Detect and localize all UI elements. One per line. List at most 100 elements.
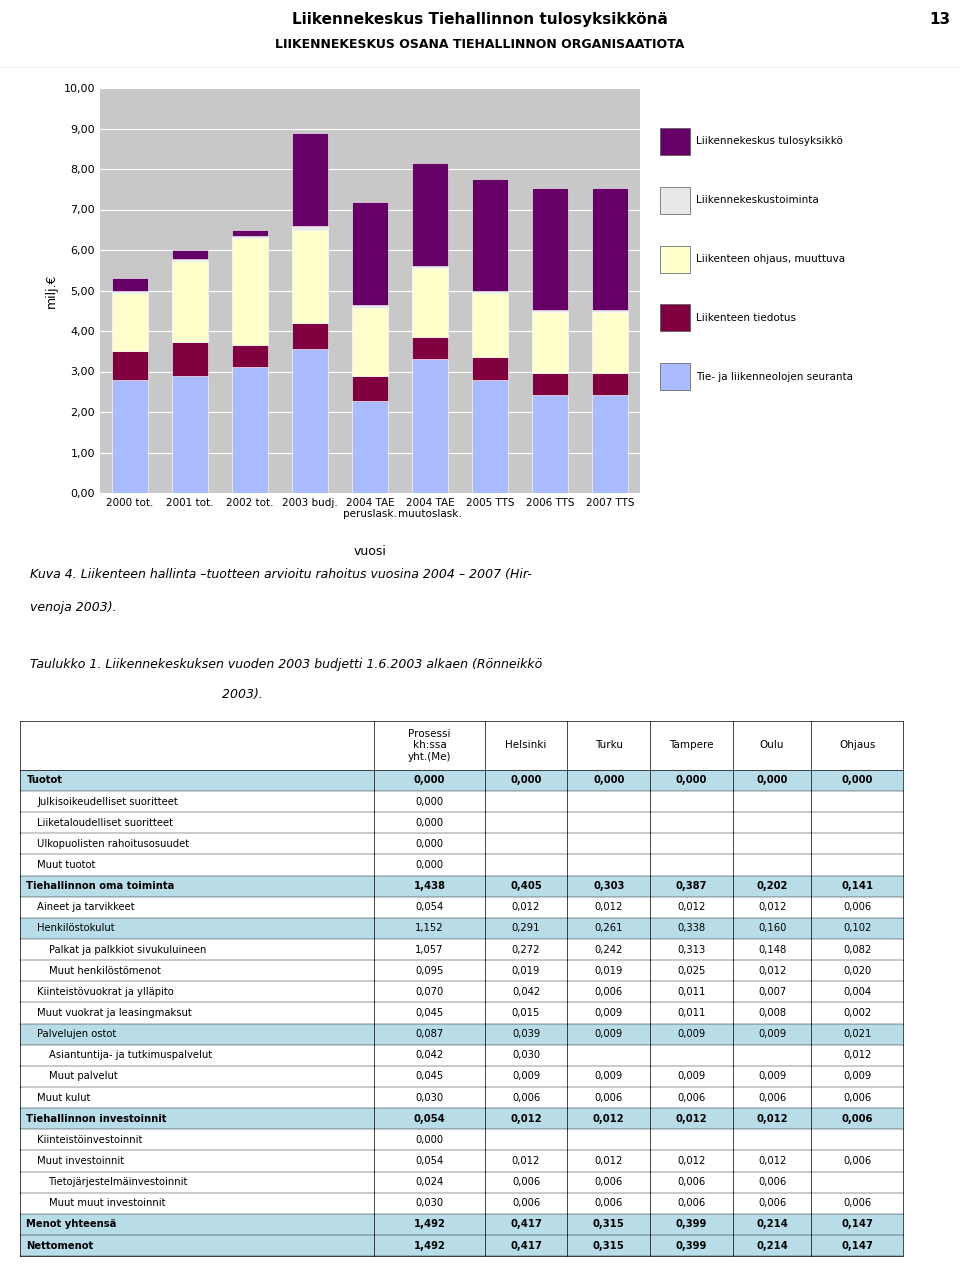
Text: 0,011: 0,011	[678, 987, 706, 997]
Text: Tie- ja liikenneolojen seuranta: Tie- ja liikenneolojen seuranta	[696, 372, 853, 382]
Text: Turku: Turku	[595, 740, 623, 750]
Text: 0,019: 0,019	[512, 966, 540, 976]
Text: Liikenteen tiedotus: Liikenteen tiedotus	[696, 313, 796, 322]
Text: Muut palvelut: Muut palvelut	[49, 1071, 117, 1081]
Text: 0,000: 0,000	[416, 797, 444, 807]
Text: 0,006: 0,006	[843, 1156, 872, 1166]
Text: 0,000: 0,000	[416, 839, 444, 849]
Bar	[20, 854, 903, 876]
Text: 0,000: 0,000	[593, 775, 625, 786]
Bar	[660, 363, 690, 390]
Text: 0,009: 0,009	[758, 1029, 786, 1039]
Text: 0,006: 0,006	[594, 1178, 623, 1188]
Text: Tietojärjestelmäinvestoinnit: Tietojärjestelmäinvestoinnit	[49, 1178, 188, 1188]
Text: 0,006: 0,006	[512, 1178, 540, 1188]
Text: 0,007: 0,007	[758, 987, 786, 997]
Text: 0,021: 0,021	[843, 1029, 872, 1039]
Text: 0,011: 0,011	[678, 1008, 706, 1018]
Text: Muut muut investoinnit: Muut muut investoinnit	[49, 1198, 165, 1208]
Text: Kiinteistöinvestoinnit: Kiinteistöinvestoinnit	[37, 1134, 143, 1145]
Text: Kiinteistövuokrat ja ylläpito: Kiinteistövuokrat ja ylläpito	[37, 987, 174, 997]
Text: Julkisoikeudelliset suoritteet: Julkisoikeudelliset suoritteet	[37, 797, 179, 807]
Bar	[20, 721, 903, 770]
Text: Muut investoinnit: Muut investoinnit	[37, 1156, 125, 1166]
Bar	[660, 305, 690, 331]
Text: 0,012: 0,012	[757, 902, 786, 912]
Text: 0,291: 0,291	[512, 924, 540, 934]
Text: 0,147: 0,147	[841, 1241, 874, 1250]
Text: 0,147: 0,147	[841, 1220, 874, 1230]
Text: 0,000: 0,000	[416, 817, 444, 827]
Text: 0,141: 0,141	[841, 881, 874, 891]
Text: 0,012: 0,012	[593, 1114, 625, 1124]
Text: 0,012: 0,012	[678, 902, 706, 912]
Text: 0,054: 0,054	[416, 902, 444, 912]
Text: 0,042: 0,042	[416, 1051, 444, 1061]
Text: Muut henkilöstömenot: Muut henkilöstömenot	[49, 966, 160, 976]
Text: 0,399: 0,399	[676, 1241, 708, 1250]
Text: 0,012: 0,012	[510, 1114, 541, 1124]
Text: Muut kulut: Muut kulut	[37, 1093, 91, 1103]
Text: 0,008: 0,008	[758, 1008, 786, 1018]
Text: Muut vuokrat ja leasingmaksut: Muut vuokrat ja leasingmaksut	[37, 1008, 192, 1018]
Text: 0,006: 0,006	[843, 1093, 872, 1103]
Text: 1,438: 1,438	[414, 881, 445, 891]
Text: 0,054: 0,054	[416, 1156, 444, 1166]
Text: Prosessi
kh:ssa
yht.(Me): Prosessi kh:ssa yht.(Me)	[408, 728, 451, 761]
Text: 0,070: 0,070	[416, 987, 444, 997]
Text: 0,009: 0,009	[758, 1071, 786, 1081]
Text: 0,261: 0,261	[594, 924, 623, 934]
Text: 0,338: 0,338	[678, 924, 706, 934]
Text: 0,000: 0,000	[414, 775, 445, 786]
Text: 0,004: 0,004	[843, 987, 872, 997]
Text: venoja 2003).: venoja 2003).	[30, 602, 116, 614]
Text: 0,000: 0,000	[842, 775, 873, 786]
Bar	[20, 1044, 903, 1066]
Text: Muut tuotot: Muut tuotot	[37, 860, 96, 871]
Text: 0,045: 0,045	[416, 1071, 444, 1081]
Text: 0,000: 0,000	[416, 860, 444, 871]
Text: 0,024: 0,024	[416, 1178, 444, 1188]
Bar	[660, 187, 690, 213]
Text: 1,492: 1,492	[414, 1241, 445, 1250]
Text: 0,160: 0,160	[757, 924, 786, 934]
Bar	[660, 128, 690, 155]
Text: 0,313: 0,313	[678, 944, 706, 954]
Text: 0,002: 0,002	[843, 1008, 872, 1018]
Text: Oulu: Oulu	[760, 740, 784, 750]
Text: vuosi: vuosi	[353, 544, 387, 558]
Text: 2003).: 2003).	[30, 688, 263, 700]
Text: Palvelujen ostot: Palvelujen ostot	[37, 1029, 117, 1039]
Text: Liiketaloudelliset suoritteet: Liiketaloudelliset suoritteet	[37, 817, 174, 827]
Text: 0,015: 0,015	[512, 1008, 540, 1018]
Text: 0,009: 0,009	[678, 1029, 706, 1039]
Text: 0,417: 0,417	[510, 1241, 542, 1250]
Text: 0,006: 0,006	[678, 1093, 706, 1103]
Text: 0,009: 0,009	[678, 1071, 706, 1081]
Text: Ulkopuolisten rahoitusosuudet: Ulkopuolisten rahoitusosuudet	[37, 839, 190, 849]
Text: 0,006: 0,006	[594, 1198, 623, 1208]
Text: 0,006: 0,006	[843, 1198, 872, 1208]
Text: 13: 13	[929, 11, 950, 27]
Text: 0,000: 0,000	[756, 775, 788, 786]
Bar	[20, 1193, 903, 1214]
Bar	[20, 981, 903, 1003]
Text: 0,006: 0,006	[594, 987, 623, 997]
Text: 0,417: 0,417	[510, 1220, 542, 1230]
Text: 0,006: 0,006	[758, 1093, 786, 1103]
Text: 0,006: 0,006	[842, 1114, 873, 1124]
Text: 0,009: 0,009	[594, 1008, 623, 1018]
Text: 0,012: 0,012	[757, 966, 786, 976]
Text: 0,006: 0,006	[594, 1093, 623, 1103]
Text: 0,006: 0,006	[843, 902, 872, 912]
Text: Ohjaus: Ohjaus	[839, 740, 876, 750]
Bar	[20, 1235, 903, 1256]
Text: 0,012: 0,012	[676, 1114, 708, 1124]
Bar	[20, 876, 903, 897]
Bar	[20, 1024, 903, 1044]
Text: Asiantuntija- ja tutkimuspalvelut: Asiantuntija- ja tutkimuspalvelut	[49, 1051, 211, 1061]
Text: 0,012: 0,012	[678, 1156, 706, 1166]
Text: Aineet ja tarvikkeet: Aineet ja tarvikkeet	[37, 902, 135, 912]
Text: 1,057: 1,057	[415, 944, 444, 954]
Text: 0,006: 0,006	[758, 1198, 786, 1208]
